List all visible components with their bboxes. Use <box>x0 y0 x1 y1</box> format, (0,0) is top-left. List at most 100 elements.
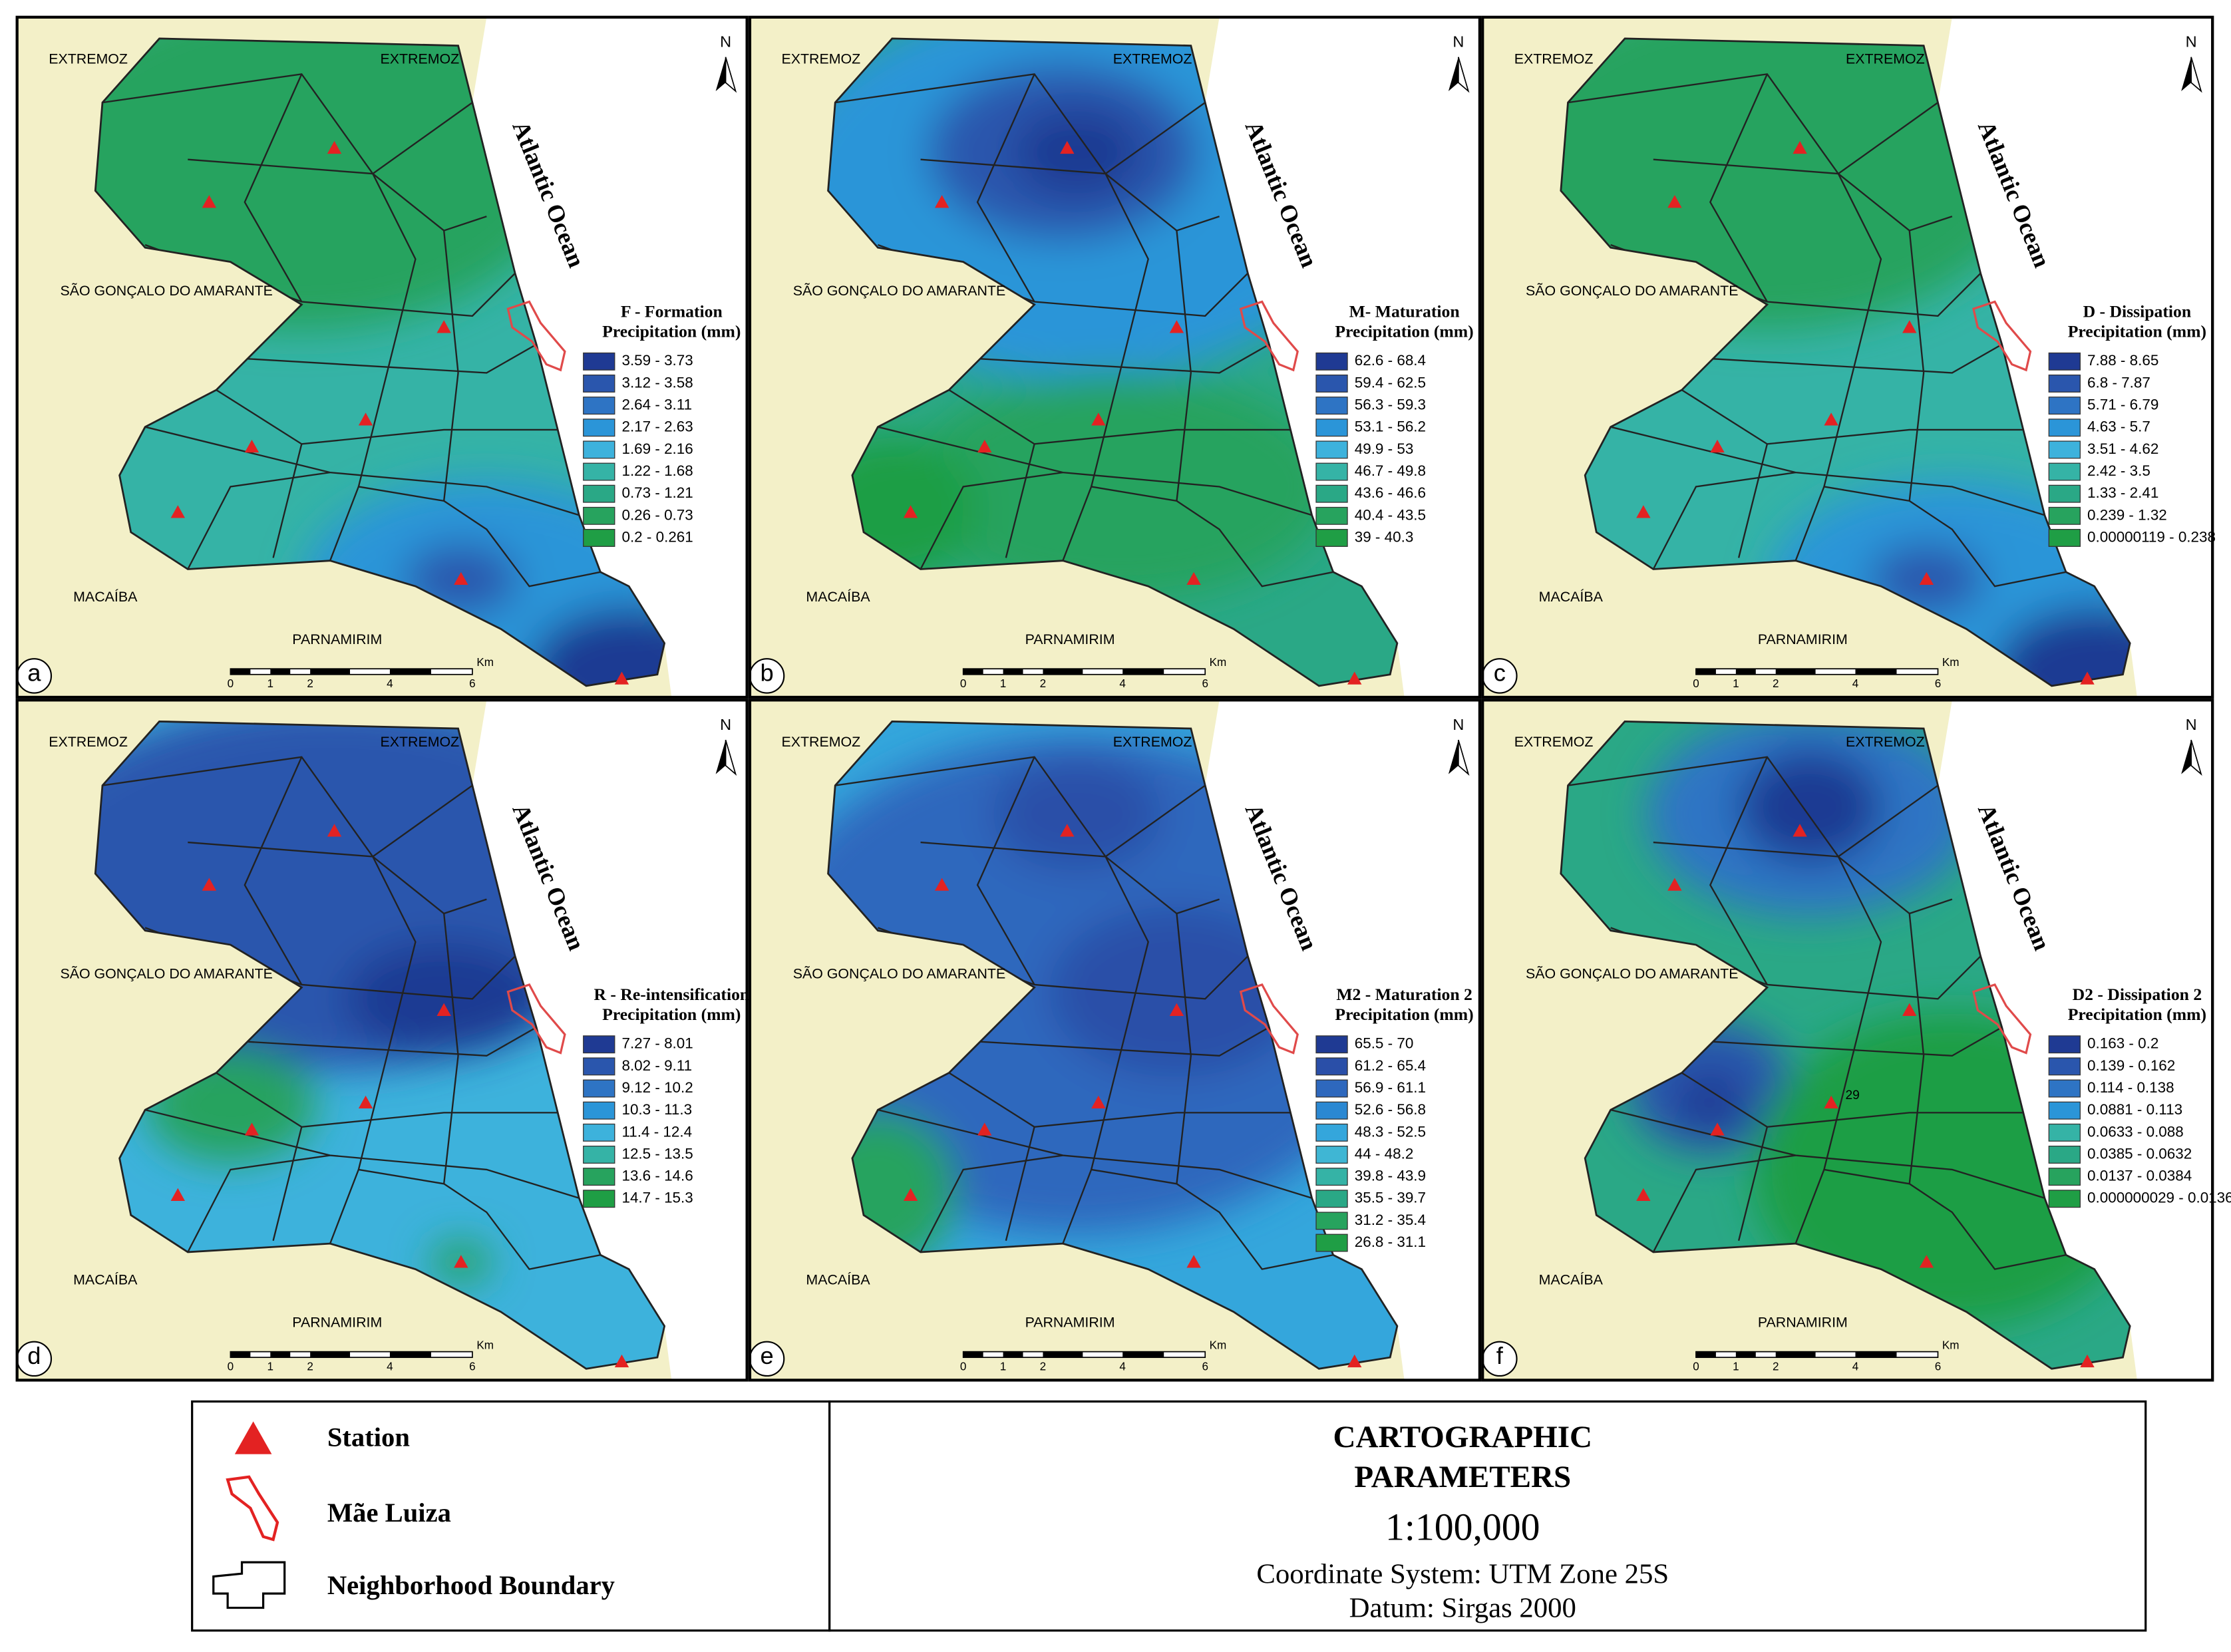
scale-tick-label: 0 <box>960 677 967 690</box>
parameter-scale: 1:100,000 <box>1385 1506 1540 1548</box>
scale-bar <box>962 1351 1206 1359</box>
legend-class: 40.4 - 43.5 <box>1355 506 1426 523</box>
station <box>1091 413 1106 426</box>
scale-segment <box>310 1351 351 1358</box>
place-label: EXTREMOZ <box>49 734 128 750</box>
neighborhood-boundary <box>1795 486 2067 587</box>
legend-class: 6.8 - 7.87 <box>2087 374 2150 391</box>
neighborhood-boundary <box>244 1027 537 1057</box>
neighborhood-boundary <box>1568 756 1939 858</box>
legend-class: 0.0385 - 0.0632 <box>2087 1145 2192 1162</box>
scale-tick-label: 2 <box>307 677 313 690</box>
legend-swatch <box>583 440 615 459</box>
map-panel: EXTREMOZ EXTREMOZ SÃO GONÇALO DO AMARANTE M… <box>1481 15 2216 699</box>
panel-frame <box>748 15 1482 699</box>
station <box>903 1188 918 1201</box>
place-label: MACAÍBA <box>806 1271 870 1287</box>
scale-tick-label: 0 <box>228 1361 234 1373</box>
legend-swatch <box>583 1123 615 1142</box>
panel-letter: d <box>27 1342 41 1369</box>
neighborhood-boundary <box>920 158 1220 232</box>
neighborhood-boundary <box>1652 1154 1796 1253</box>
neighborhood-boundary <box>102 756 473 858</box>
neighborhood-boundary <box>1710 343 2003 374</box>
mae-luiza <box>1239 983 1299 1055</box>
legend-class: 59.4 - 62.5 <box>1355 374 1426 391</box>
parameter-text: Coordinate System: UTM Zone 25S <box>1256 1558 1669 1589</box>
north-arrow <box>2190 57 2202 93</box>
mae-luiza <box>506 300 566 372</box>
symbol-box <box>191 1400 831 1632</box>
neighborhood-boundary <box>1710 1027 2003 1057</box>
scale-unit: Km <box>476 656 494 669</box>
neighborhood-boundary <box>188 158 487 232</box>
mae-luiza <box>1239 300 1299 372</box>
legend-swatch <box>2048 418 2081 437</box>
neighborhood-boundary <box>1823 856 1882 1170</box>
legend-label: Station <box>327 1422 410 1452</box>
legend-swatch <box>1315 1101 1348 1120</box>
place-label: SÃO GONÇALO DO AMARANTE <box>60 282 273 299</box>
legend-title: Precipitation (mm) <box>602 1005 741 1024</box>
place-label: EXTREMOZ <box>380 51 459 67</box>
place-label: SÃO GONÇALO DO AMARANTE <box>793 282 1005 299</box>
mae-luiza <box>1972 983 2032 1055</box>
legend-class: 3.51 - 4.62 <box>2087 440 2158 457</box>
legend-title: Precipitation (mm) <box>1335 1005 1473 1024</box>
mae-luiza <box>506 983 566 1055</box>
legend-swatch <box>583 506 615 525</box>
neighborhood-boundary <box>1709 756 1768 985</box>
legend-class: 39.8 - 43.9 <box>1355 1168 1426 1184</box>
legend-class: 13.6 - 14.6 <box>621 1168 693 1184</box>
neighborhood-boundary <box>244 343 537 374</box>
place-label: PARNAMIRIM <box>1025 631 1115 647</box>
panel-letter: f <box>1496 1342 1504 1369</box>
legend-class: 9.12 - 10.2 <box>621 1079 693 1096</box>
legend-swatch <box>2048 352 2081 371</box>
legend-title: Precipitation (mm) <box>2068 321 2206 341</box>
map-outline <box>827 720 1399 1370</box>
legend-swatch <box>1315 352 1348 371</box>
place-label: EXTREMOZ <box>1514 51 1594 67</box>
legend-class: 4.63 - 5.7 <box>2087 418 2150 435</box>
neighborhood-boundary <box>216 1072 558 1128</box>
legend-swatch <box>1315 440 1348 459</box>
neighborhood-boundary <box>357 173 417 487</box>
scale-tick-label: 0 <box>1693 677 1699 690</box>
legend-swatch <box>2048 462 2081 481</box>
legend-swatch <box>583 1035 615 1054</box>
legend-class: 0.163 - 0.2 <box>2087 1035 2158 1052</box>
legend-class: 1.33 - 2.41 <box>2087 484 2158 501</box>
neighborhood-boundary <box>948 389 1291 445</box>
neighborhood-boundary <box>1610 1108 2045 1199</box>
legend-swatch <box>583 1190 615 1208</box>
scale-tick-label: 2 <box>1773 677 1779 690</box>
legend-class: 2.42 - 3.5 <box>2087 462 2150 479</box>
station <box>2080 1354 2095 1368</box>
legend-class: 1.22 - 1.68 <box>621 462 693 479</box>
neighborhood-boundary <box>1709 73 1768 303</box>
north-label: N <box>1453 33 1464 51</box>
neighborhood-boundary <box>878 1108 1312 1199</box>
legend-title: Precipitation (mm) <box>602 321 741 341</box>
neighborhood-boundary <box>244 73 303 303</box>
north-label: N <box>1453 716 1464 733</box>
station <box>436 320 451 333</box>
place-label: SÃO GONÇALO DO AMARANTE <box>1526 282 1739 299</box>
legend-class: 2.64 - 3.11 <box>621 397 692 413</box>
station <box>1919 1255 1934 1268</box>
station <box>1169 1003 1184 1016</box>
legend-swatch <box>1315 1123 1348 1142</box>
boundary-symbol <box>212 1561 286 1609</box>
station <box>1186 1255 1201 1268</box>
legend-swatch <box>1315 1035 1348 1054</box>
station <box>358 1095 373 1108</box>
neighborhood-boundary <box>187 471 331 570</box>
neighborhood-boundary <box>1795 1168 2067 1270</box>
legend-class: 7.88 - 8.65 <box>2087 352 2158 369</box>
map-outline <box>827 37 1399 687</box>
map-panel: EXTREMOZ EXTREMOZ SÃO GONÇALO DO AMARANTE M… <box>15 699 749 1382</box>
north-arrow <box>725 739 737 776</box>
neighborhood-boundary <box>948 1072 1291 1128</box>
map-panel: EXTREMOZ EXTREMOZ SÃO GONÇALO DO AMARANTE M… <box>1481 699 2231 1382</box>
